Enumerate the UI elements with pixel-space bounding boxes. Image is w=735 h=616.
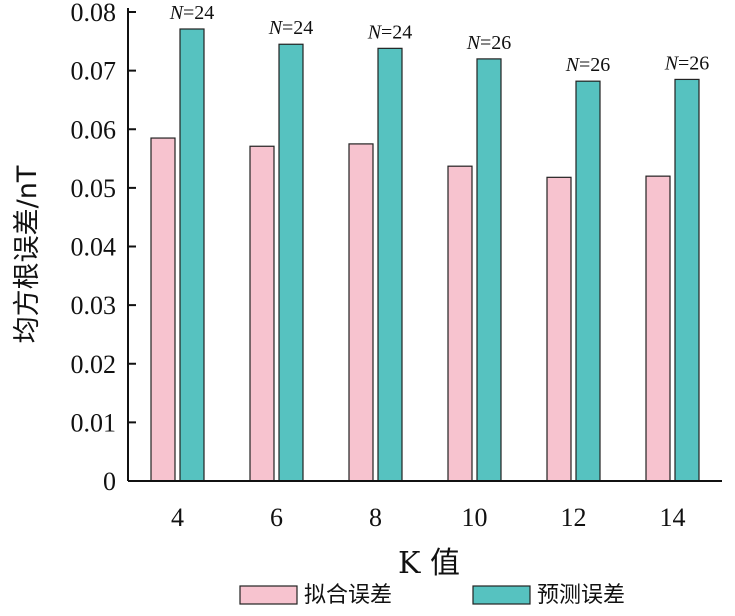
x-tick-label: 12 [561, 503, 587, 532]
bar-predict-error [476, 58, 502, 482]
legend-swatch [472, 585, 531, 605]
bar-fit-error [150, 137, 176, 482]
bar-fit-error [645, 175, 671, 482]
bar-fit-error [546, 176, 572, 482]
x-tick-label: 4 [171, 503, 184, 532]
bar-predict-error [575, 80, 601, 482]
x-axis-labels: 4 6 8 10 12 14 [171, 503, 686, 532]
legend-swatch [239, 585, 298, 605]
sample-count-annotation: N=24 [169, 2, 215, 24]
sample-count-annotation: N=26 [565, 54, 611, 76]
y-tick-label: 0.01 [71, 408, 117, 437]
x-tick-label: 8 [369, 503, 382, 532]
y-tick-label: 0.02 [71, 350, 117, 379]
y-axis-ticks: 0 0.01 0.02 0.03 0.04 0.05 0.06 0.07 0.08 [71, 0, 136, 496]
y-tick-label: 0.07 [71, 57, 117, 86]
bar-predict-error [278, 43, 304, 482]
x-tick-label: 6 [270, 503, 283, 532]
annotations-group: N=24 N=24 N=24 N=26 N=26 N=26 [169, 2, 710, 76]
y-tick-label: 0.04 [71, 233, 117, 262]
y-axis-title: 均方根误差/nT [12, 165, 43, 343]
bar-fit-error [447, 165, 473, 482]
y-tick-label: 0 [103, 467, 116, 496]
bar-predict-error [179, 28, 205, 482]
sample-count-annotation: N=24 [268, 17, 314, 39]
bar-fit-error [249, 145, 275, 482]
bar-fit-error [348, 143, 374, 482]
bar-predict-error [674, 78, 700, 482]
y-tick-label: 0.08 [71, 0, 117, 27]
bar-predict-error [377, 47, 403, 482]
bars-group [150, 28, 700, 482]
x-tick-label: 10 [462, 503, 488, 532]
legend-label: 拟合误差 [304, 583, 392, 608]
legend-label: 预测误差 [537, 583, 625, 608]
x-axis-title: K 值 [398, 546, 460, 581]
x-tick-label: 14 [660, 503, 686, 532]
sample-count-annotation: N=24 [367, 21, 413, 43]
sample-count-annotation: N=26 [466, 32, 512, 54]
legend: 拟合误差 预测误差 [239, 583, 625, 608]
y-tick-label: 0.03 [71, 291, 117, 320]
y-tick-label: 0.06 [71, 115, 117, 144]
sample-count-annotation: N=26 [664, 52, 710, 74]
y-tick-label: 0.05 [71, 174, 117, 203]
